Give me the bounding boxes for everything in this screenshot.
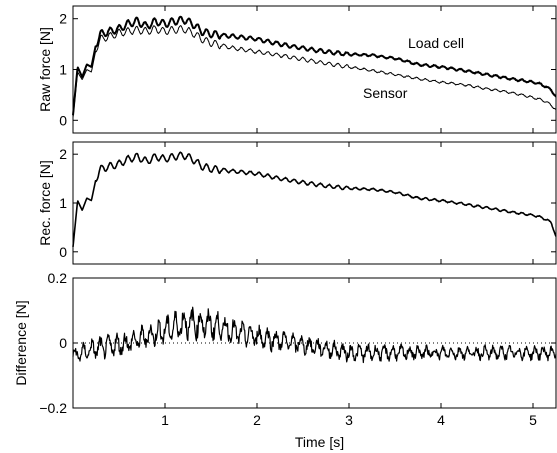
y-axis-label: Raw force [N] xyxy=(37,27,53,112)
y-tick-label: 0 xyxy=(59,112,67,128)
series-sensor xyxy=(72,25,557,118)
y-tick-label: −0.2 xyxy=(39,400,67,416)
y-tick-label: 2 xyxy=(59,146,67,162)
x-axis-label: Time [s] xyxy=(295,434,344,450)
annotation-sensor: Sensor xyxy=(363,85,408,101)
x-tick-label: 2 xyxy=(253,412,261,428)
x-tick-label: 5 xyxy=(529,412,537,428)
series-line xyxy=(72,151,557,247)
x-tick-label: 1 xyxy=(161,412,169,428)
y-axis-label: Rec. force [N] xyxy=(37,160,53,246)
series-line xyxy=(72,306,557,364)
axes-frame xyxy=(72,141,557,265)
y-tick-label: 1 xyxy=(59,195,67,211)
panel-difference: −0.2 0 0.2 1 2 3 4 5 Difference [N] Time [s] xyxy=(13,270,557,450)
panel-raw-force: 0 1 2 Raw force [N] Load cell Sensor xyxy=(37,5,557,134)
y-tick-label: 1 xyxy=(59,62,67,78)
y-tick-label: 2 xyxy=(59,11,67,27)
panel-rec-force: 0 1 2 Rec. force [N] xyxy=(37,141,557,265)
series-load-cell xyxy=(72,15,557,116)
y-tick-label: 0.2 xyxy=(48,270,68,286)
x-tick-label: 4 xyxy=(437,412,445,428)
y-axis-label: Difference [N] xyxy=(13,300,29,385)
x-tick-label: 3 xyxy=(345,412,353,428)
y-tick-label: 0 xyxy=(59,244,67,260)
axes-frame xyxy=(72,5,557,134)
annotation-load-cell: Load cell xyxy=(408,35,464,51)
y-tick-label: 0 xyxy=(59,335,67,351)
